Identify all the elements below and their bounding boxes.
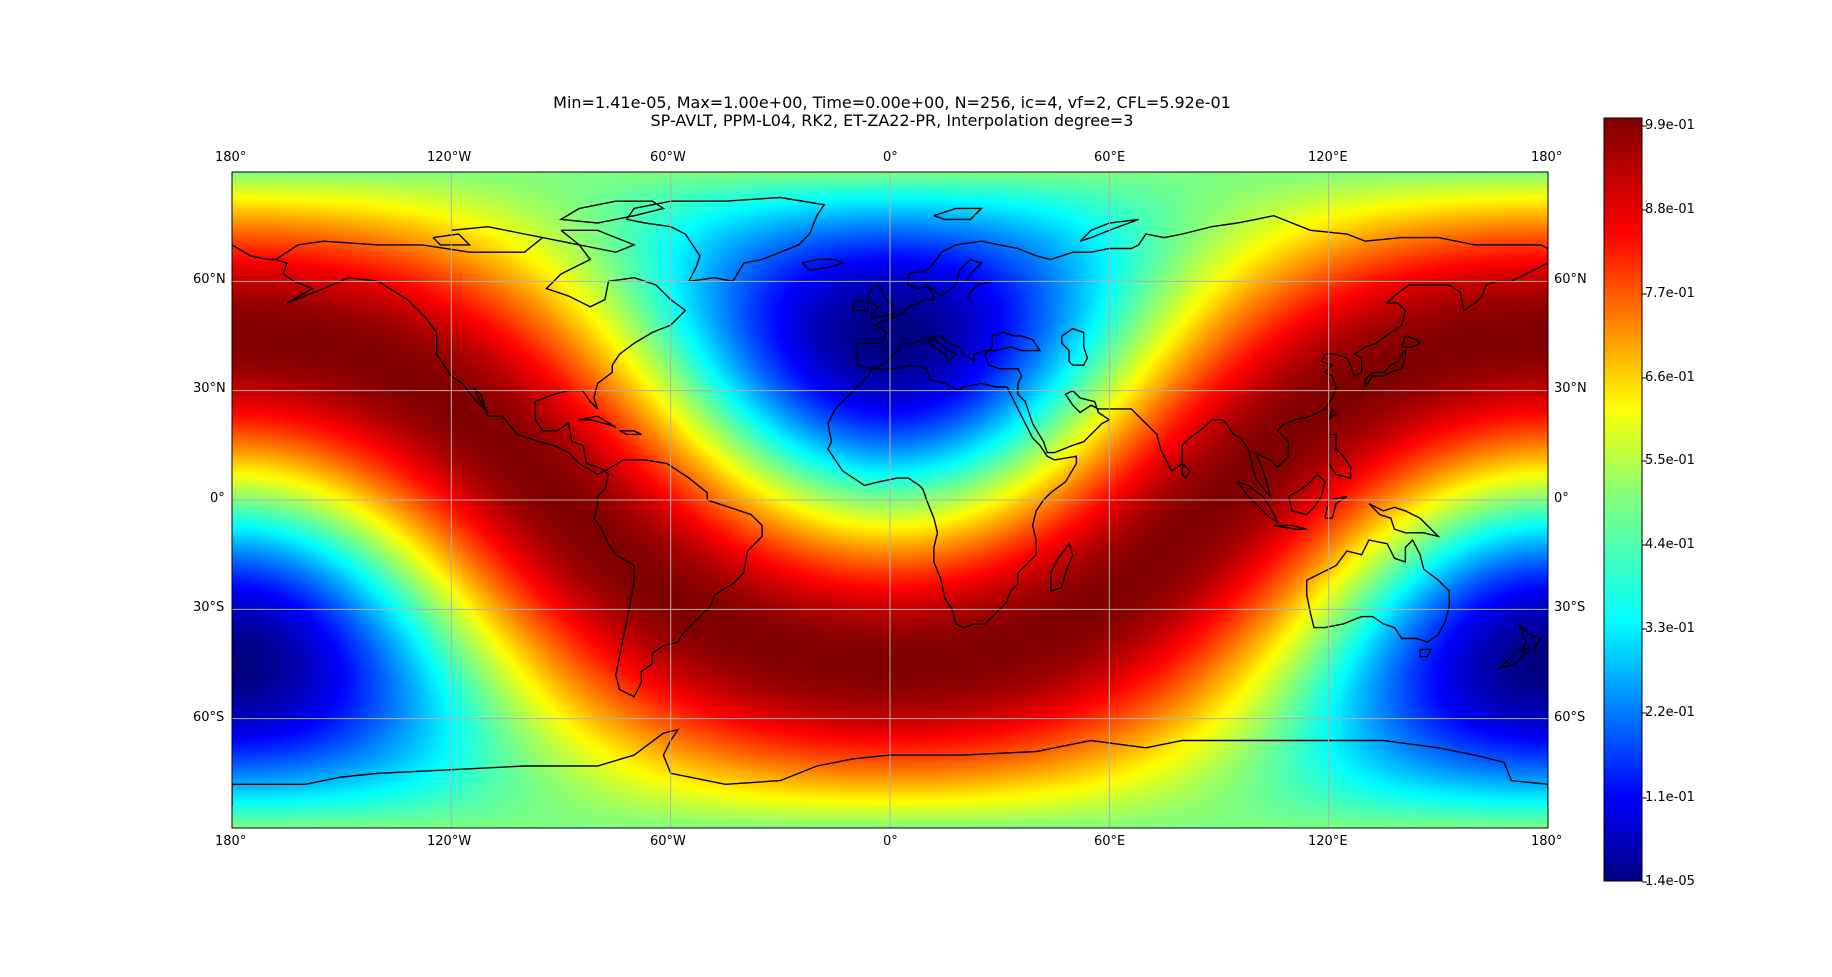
coastline-segment bbox=[1518, 623, 1542, 651]
lat-tick-right: 30°N bbox=[1554, 381, 1587, 396]
colorbar-tick-label: 6.6e-01 bbox=[1645, 370, 1695, 385]
coastline-segment bbox=[232, 244, 276, 261]
lon-tick-top: 60°W bbox=[650, 150, 686, 165]
coastline-segment bbox=[560, 229, 636, 253]
lon-tick-top: 180° bbox=[215, 150, 247, 165]
coastline-segment bbox=[1401, 335, 1422, 348]
lon-tick-bottom: 0° bbox=[883, 834, 898, 849]
gridlines bbox=[232, 172, 1548, 828]
coastline-segment bbox=[933, 207, 984, 221]
colorbar-tick-label: 4.4e-01 bbox=[1645, 537, 1695, 552]
lat-tick-left: 0° bbox=[210, 491, 225, 506]
coastline-segment bbox=[275, 236, 687, 476]
lat-tick-right: 0° bbox=[1554, 491, 1569, 506]
coastline-segment bbox=[432, 233, 472, 246]
lat-tick-right: 60°S bbox=[1554, 710, 1586, 725]
lat-tick-right: 60°N bbox=[1554, 272, 1587, 287]
coastline-segment bbox=[1287, 473, 1326, 516]
coastline-segment bbox=[1061, 327, 1089, 366]
coastline-segment bbox=[1368, 502, 1441, 538]
lon-tick-top: 60°E bbox=[1094, 150, 1126, 165]
colorbar-tick-label: 8.8e-01 bbox=[1645, 202, 1695, 217]
lon-tick-top: 120°E bbox=[1308, 150, 1348, 165]
coastline-segment bbox=[625, 196, 826, 283]
coastline-segment bbox=[856, 214, 1548, 499]
lon-tick-bottom: 120°W bbox=[427, 834, 472, 849]
lat-tick-right: 30°S bbox=[1554, 600, 1586, 615]
lon-tick-top: 120°W bbox=[427, 150, 472, 165]
lon-tick-bottom: 60°W bbox=[650, 834, 686, 849]
lon-tick-bottom: 180° bbox=[215, 834, 247, 849]
lon-tick-bottom: 120°E bbox=[1308, 834, 1348, 849]
lon-tick-bottom: 180° bbox=[1531, 834, 1563, 849]
lon-tick-top: 0° bbox=[883, 150, 898, 165]
coastline-segment bbox=[827, 364, 1078, 629]
colorbar-tick-label: 3.3e-01 bbox=[1645, 621, 1695, 636]
colorbar-tick-label: 5.5e-01 bbox=[1645, 453, 1695, 468]
plot-title-line2: SP-AVLT, PPM-L04, RK2, ET-ZA22-PR, Inter… bbox=[650, 111, 1134, 130]
lat-tick-left: 30°N bbox=[193, 381, 226, 396]
plot-title-line1: Min=1.41e-05, Max=1.00e+00, Time=0.00e+0… bbox=[553, 93, 1231, 112]
coastlines bbox=[232, 196, 1548, 807]
coastline-segment bbox=[1079, 218, 1139, 242]
coastline-segment bbox=[1273, 524, 1307, 530]
colorbar-tick-label: 1.1e-01 bbox=[1645, 790, 1695, 805]
colorbar-tick-label: 7.7e-01 bbox=[1645, 286, 1695, 301]
colorbar bbox=[1603, 117, 1643, 882]
coastline-segment bbox=[232, 728, 1548, 807]
coastline-segment bbox=[852, 298, 869, 312]
coastline-segment bbox=[1050, 542, 1074, 592]
coastline-segment bbox=[1181, 463, 1191, 480]
coastline-segment bbox=[619, 430, 642, 436]
coastline-segment bbox=[579, 415, 617, 428]
lon-tick-bottom: 60°E bbox=[1094, 834, 1126, 849]
coastline-segment bbox=[451, 225, 543, 239]
colorbar-tick-label: 9.9e-01 bbox=[1645, 118, 1695, 133]
coastline-segment bbox=[801, 258, 845, 272]
coastline-segment bbox=[593, 459, 763, 698]
coastline-segment bbox=[558, 200, 666, 224]
coastline-segment bbox=[1328, 407, 1337, 421]
lat-tick-left: 60°N bbox=[193, 272, 226, 287]
coastline-segment bbox=[926, 258, 993, 300]
map-frame bbox=[231, 171, 1549, 829]
coastline-segment bbox=[1306, 538, 1450, 643]
lon-tick-top: 180° bbox=[1531, 150, 1563, 165]
coastline-segment bbox=[1364, 348, 1407, 388]
colorbar-tick-label: 1.4e-05 bbox=[1645, 874, 1695, 889]
colorbar-tick-label: 2.2e-01 bbox=[1645, 705, 1695, 720]
lat-tick-left: 60°S bbox=[193, 710, 225, 725]
coastline-segment bbox=[867, 284, 895, 319]
lat-tick-left: 30°S bbox=[193, 600, 225, 615]
coastline-segment bbox=[1419, 648, 1433, 658]
colorbar-ticks bbox=[1642, 125, 1647, 883]
coastline-segment bbox=[1498, 648, 1528, 669]
